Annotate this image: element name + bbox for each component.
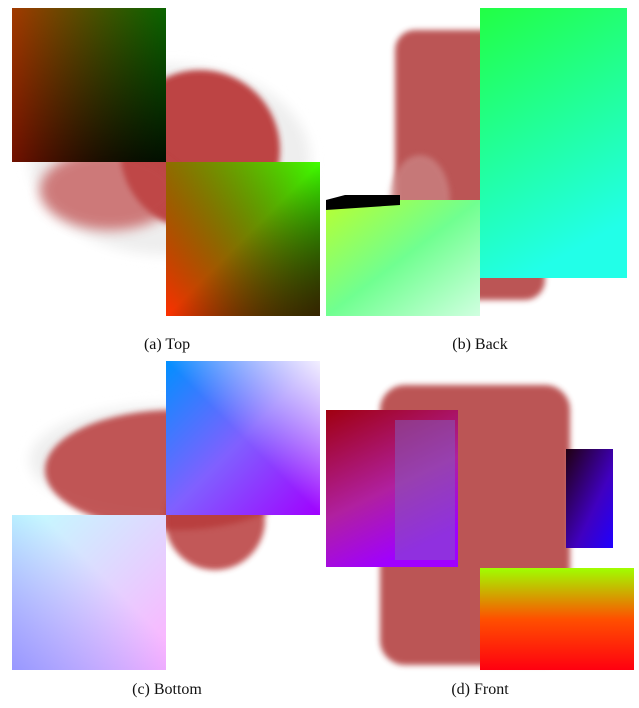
panel-back: (b) Back [326,8,627,353]
gradient-square [566,449,613,548]
gradient-square [12,515,166,670]
volume-overlay [395,420,455,560]
gradient-square [12,8,166,162]
gradient-square [166,162,320,316]
panel-top: (a) Top [12,8,320,353]
caption: (d) Front [451,681,509,698]
figure: (a) Top (b) Back (c) Bottom (d) Front [0,0,639,708]
caption: (b) Back [452,336,508,353]
gradient-rect [480,8,627,278]
caption: (a) Top [144,336,190,353]
gradient-square [480,568,634,670]
gradient-square [326,200,480,316]
caption: (c) Bottom [132,681,202,698]
page: (a) Top (b) Back (c) Bottom (d) Front ((… [0,0,639,708]
panel-front: (d) Front [326,385,634,698]
gradient-square [166,361,320,515]
panel-bottom: (c) Bottom [12,361,320,698]
